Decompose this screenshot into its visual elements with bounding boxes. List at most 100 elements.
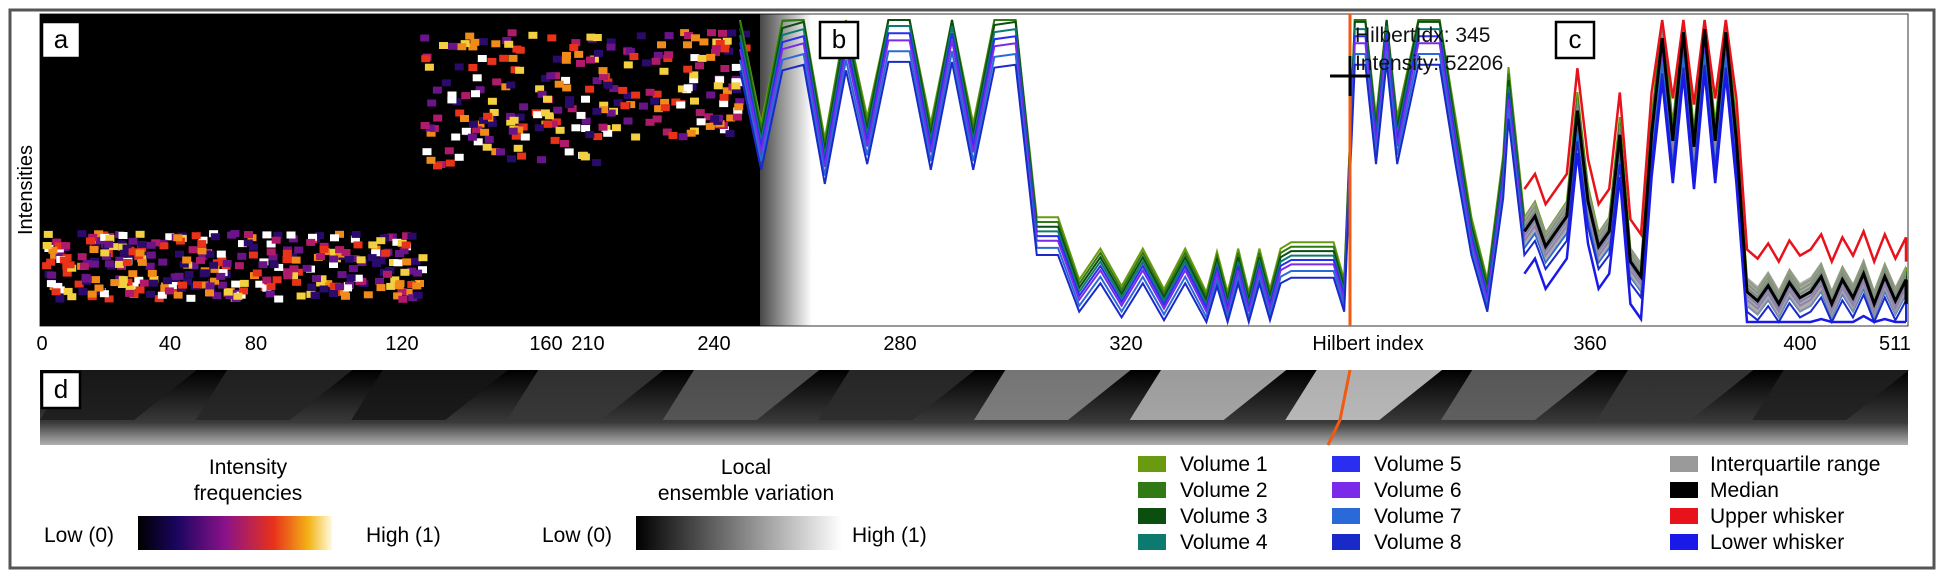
heatmap-cell (104, 260, 114, 268)
heatmap-cell (439, 42, 448, 49)
legend-lower-whisker: Lower whisker (1710, 531, 1844, 554)
x-axis-label: Hilbert index (1312, 333, 1423, 355)
heatmap-cell (683, 41, 692, 49)
heatmap-cell (302, 264, 312, 272)
heatmap-cell (427, 99, 437, 107)
heatmap-cell (193, 281, 202, 289)
heatmap-cell (356, 256, 366, 264)
heatmap-cell (334, 289, 343, 296)
variation-band (974, 370, 1131, 420)
heatmap-cell (520, 133, 530, 141)
heatmap-cell (719, 100, 729, 108)
heatmap-cell (581, 117, 591, 125)
panel-label-d-box (40, 370, 82, 410)
heatmap-cell (89, 260, 99, 268)
legend-upper-whisker: Upper whisker (1710, 505, 1844, 528)
heatmap-cell (543, 120, 553, 128)
heatmap-cell (552, 55, 562, 63)
heatmap-cell (118, 232, 128, 239)
heatmap-cell (400, 268, 410, 276)
heatmap-cell (173, 291, 183, 299)
heatmap-cell (424, 63, 434, 71)
heatmap-cell (454, 63, 464, 71)
heatmap-cell (182, 256, 192, 264)
legend-volumes: Volume 1 Volume 2 Volume 3 Volume 4 Volu… (1138, 453, 1462, 554)
heatmap-cell (376, 284, 386, 292)
heatmap-cell (77, 230, 87, 238)
heatmap-cell (258, 261, 268, 269)
heatmap-cell (586, 56, 595, 64)
heatmap-cell (146, 290, 156, 298)
heatmap-cell (188, 246, 198, 254)
heatmap-cell (191, 232, 201, 240)
heatmap-cell (690, 97, 699, 105)
heatmap-cell (375, 277, 384, 285)
legend-swatch-median (1670, 482, 1698, 498)
heatmap-cell (603, 129, 613, 137)
heatmap-cell (395, 250, 404, 257)
heatmap-cell (676, 101, 686, 109)
heatmap-cell (159, 242, 169, 250)
heatmap-cell (128, 270, 138, 278)
legend-intensity-frequencies: Intensity frequencies Low (0) High (1) (44, 456, 441, 550)
legend-var-subtitle: ensemble variation (658, 482, 834, 505)
heatmap-cell (145, 262, 155, 270)
heatmap-cell (371, 249, 381, 257)
heatmap-cell (67, 293, 77, 301)
heatmap-cell (623, 92, 633, 100)
heatmap-cell (732, 86, 742, 93)
heatmap-cell (594, 49, 603, 57)
heatmap-cell (645, 118, 655, 126)
heatmap-cell (731, 82, 741, 90)
heatmap-cell (216, 250, 226, 258)
legend-swatch-volume-4 (1138, 534, 1166, 550)
panel-label-b: b (818, 20, 860, 60)
legend-swatch-volume-3 (1138, 508, 1166, 524)
heatmap-cell (350, 255, 360, 262)
heatmap-cell (470, 38, 480, 46)
heatmap-cell (351, 230, 361, 238)
legend-swatch-volume-5 (1332, 456, 1360, 472)
heatmap-cell (341, 292, 350, 300)
volume-8-line (739, 60, 1907, 326)
heatmap-cell (146, 241, 156, 249)
heatmap-cell (114, 260, 124, 268)
heatmap-cell (407, 267, 417, 275)
legend-freq-subtitle: frequencies (194, 482, 303, 505)
heatmap-cell (294, 246, 304, 254)
legend-swatch-volume-1 (1138, 456, 1166, 472)
heatmap-cell (48, 246, 58, 254)
heatmap-cell (411, 257, 421, 265)
heatmap-cell (393, 292, 403, 300)
heatmap-cell (448, 42, 458, 50)
legend-freq-colorbar (138, 516, 332, 550)
heatmap-cell (421, 55, 431, 63)
heatmap-cell (323, 280, 333, 288)
heatmap-cell (61, 242, 71, 250)
heatmap-cell (308, 233, 317, 241)
heatmap-cell (662, 128, 672, 136)
heatmap-cell (652, 90, 662, 98)
heatmap-cell (78, 288, 88, 296)
heatmap-cell (586, 33, 596, 41)
heatmap-cell (704, 113, 714, 121)
heatmap-cell (451, 133, 461, 141)
heatmap-cell (565, 101, 574, 109)
legend-ensemble-variation: Local ensemble variation Low (0) High (1… (542, 456, 927, 550)
heatmap-cell (125, 289, 135, 297)
heatmap-cell (248, 243, 258, 251)
heatmap-cell (381, 249, 391, 257)
heatmap-cell (197, 247, 207, 255)
heatmap-cell (62, 269, 72, 277)
variation-strip: d (40, 369, 1909, 446)
heatmap-cell (426, 129, 436, 137)
heatmap-cell (548, 120, 558, 128)
heatmap-cell (683, 65, 693, 73)
heatmap-cell (484, 135, 494, 143)
heatmap-cell (731, 63, 741, 71)
heatmap-cell (695, 62, 704, 70)
heatmap-cell (623, 61, 633, 69)
heatmap-cell (561, 56, 571, 64)
heatmap-cell (282, 249, 292, 257)
heatmap-cell (81, 273, 91, 281)
